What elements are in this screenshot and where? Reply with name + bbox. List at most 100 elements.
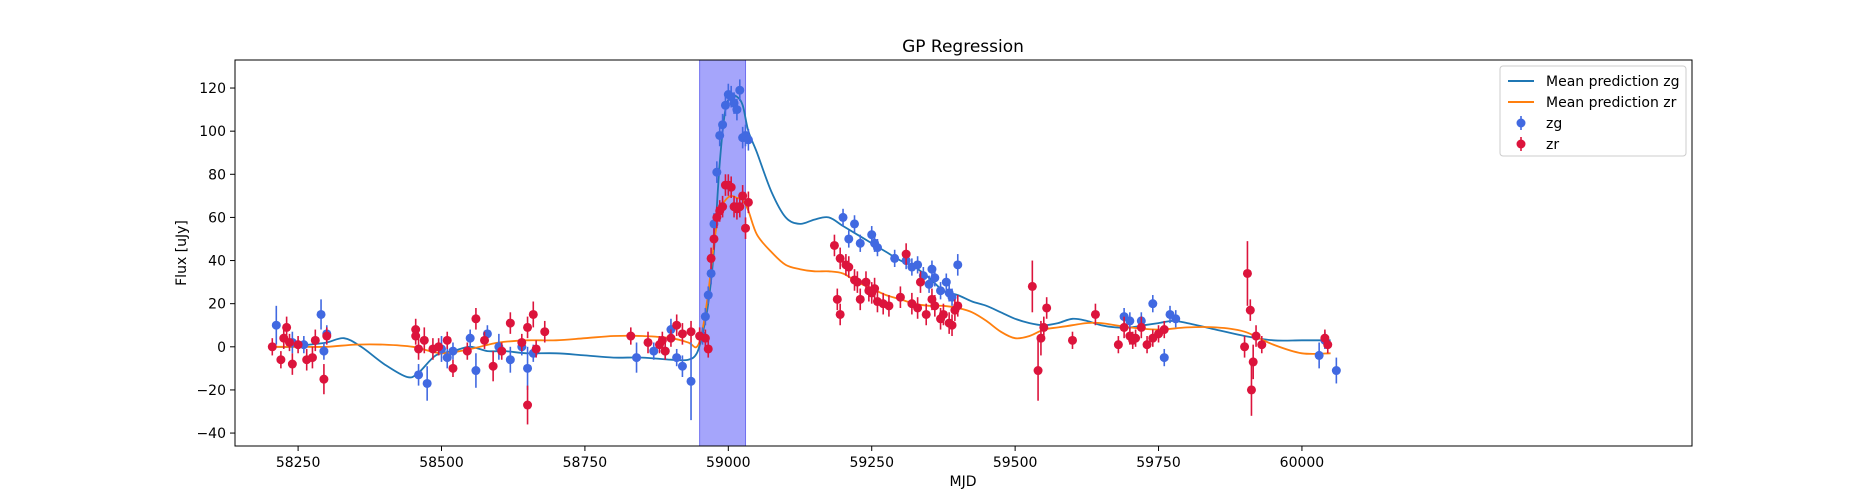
zg-marker bbox=[838, 212, 848, 222]
zg-marker bbox=[700, 312, 710, 322]
zg-point bbox=[505, 346, 515, 373]
zg-point bbox=[523, 346, 533, 390]
zr-marker bbox=[531, 344, 541, 354]
legend-label: zr bbox=[1546, 137, 1559, 153]
y-tick-label: 100 bbox=[199, 124, 226, 140]
zr-marker bbox=[528, 309, 538, 319]
zr-point bbox=[1119, 316, 1129, 339]
point-layer bbox=[267, 79, 1341, 425]
zr-point bbox=[497, 342, 507, 360]
zr-marker bbox=[855, 294, 865, 304]
zr-point bbox=[1042, 297, 1052, 319]
zg-marker bbox=[953, 260, 963, 270]
zg-marker bbox=[872, 243, 882, 253]
zr-point bbox=[1159, 320, 1169, 339]
zg-marker bbox=[855, 238, 865, 248]
zr-point bbox=[677, 323, 687, 345]
zr-marker bbox=[743, 197, 753, 207]
zr-marker bbox=[448, 363, 458, 373]
zr-point bbox=[832, 288, 842, 311]
zr-point bbox=[1113, 336, 1123, 354]
zr-marker bbox=[709, 234, 719, 244]
zr-point bbox=[829, 234, 839, 257]
zr-marker bbox=[434, 342, 444, 352]
y-tick-label: 80 bbox=[208, 167, 226, 183]
zg-marker bbox=[850, 219, 860, 229]
zr-point bbox=[462, 342, 472, 360]
zg-marker bbox=[465, 333, 475, 343]
zr-point bbox=[540, 320, 550, 343]
zr-marker bbox=[835, 253, 845, 263]
zg-marker bbox=[930, 273, 940, 283]
zg-point bbox=[924, 275, 934, 293]
zr-marker bbox=[419, 335, 429, 345]
y-tick-label: 60 bbox=[208, 210, 226, 226]
y-tick-label: −40 bbox=[196, 426, 226, 442]
zr-point bbox=[884, 295, 894, 317]
zr-point bbox=[267, 338, 277, 356]
x-axis-label: MJD bbox=[950, 474, 977, 490]
zg-marker bbox=[844, 234, 854, 244]
zg-point bbox=[913, 256, 923, 274]
zg-marker bbox=[703, 290, 713, 300]
zr-point bbox=[322, 327, 332, 345]
zr-marker bbox=[1033, 366, 1043, 376]
zr-point bbox=[1142, 336, 1152, 354]
zr-marker bbox=[921, 309, 931, 319]
legend-entry: zg bbox=[1516, 116, 1562, 132]
legend-label: Mean prediction zg bbox=[1546, 74, 1680, 90]
zg-point bbox=[1171, 310, 1181, 328]
zr-point bbox=[947, 314, 957, 337]
zg-point bbox=[735, 79, 745, 101]
zr-marker bbox=[686, 327, 696, 337]
zg-point bbox=[686, 342, 696, 421]
zr-marker bbox=[523, 400, 533, 410]
y-axis-label: Flux [uJy] bbox=[174, 220, 190, 286]
zr-marker bbox=[953, 301, 963, 311]
zr-marker bbox=[1131, 333, 1141, 343]
zr-point bbox=[921, 303, 931, 326]
zr-marker bbox=[319, 374, 329, 384]
zg-point bbox=[1159, 348, 1169, 367]
zr-marker bbox=[471, 314, 481, 324]
zg-marker bbox=[1159, 353, 1169, 363]
zr-marker bbox=[1245, 305, 1255, 315]
zg-marker bbox=[319, 346, 329, 356]
zr-marker bbox=[523, 322, 533, 332]
zr-marker bbox=[626, 331, 636, 341]
zr-point bbox=[726, 176, 736, 199]
zr-marker bbox=[852, 277, 862, 287]
zr-point bbox=[743, 191, 753, 214]
y-tick-label: 40 bbox=[208, 254, 226, 270]
zr-marker bbox=[677, 329, 687, 339]
zr-point bbox=[835, 303, 845, 326]
zr-point bbox=[1131, 329, 1141, 347]
zr-point bbox=[1240, 336, 1250, 358]
x-axis: 58250 58500 58750 59000 59250 59500 59750 60000 bbox=[276, 446, 1324, 471]
zg-marker bbox=[422, 378, 432, 388]
zg-marker bbox=[672, 353, 682, 363]
zr-point bbox=[915, 271, 925, 293]
zr-marker bbox=[844, 262, 854, 272]
zr-marker bbox=[1090, 309, 1100, 319]
zg-marker bbox=[718, 120, 728, 130]
zr-marker bbox=[1240, 342, 1250, 352]
zr-marker bbox=[1119, 322, 1129, 332]
x-tick-label: 59750 bbox=[1136, 455, 1181, 471]
zg-marker bbox=[1125, 316, 1135, 326]
zr-point bbox=[643, 331, 653, 354]
zr-point bbox=[471, 307, 481, 330]
zr-point bbox=[1033, 340, 1043, 401]
zg-marker bbox=[677, 361, 687, 371]
zr-point bbox=[419, 327, 429, 354]
zr-marker bbox=[287, 359, 297, 369]
zr-point bbox=[434, 338, 444, 356]
zr-marker bbox=[1242, 268, 1252, 278]
zr-marker bbox=[738, 191, 748, 201]
legend-label: Mean prediction zr bbox=[1546, 95, 1677, 111]
x-tick-label: 58250 bbox=[276, 455, 321, 471]
zr-point bbox=[442, 331, 452, 349]
zr-point bbox=[1039, 316, 1049, 339]
